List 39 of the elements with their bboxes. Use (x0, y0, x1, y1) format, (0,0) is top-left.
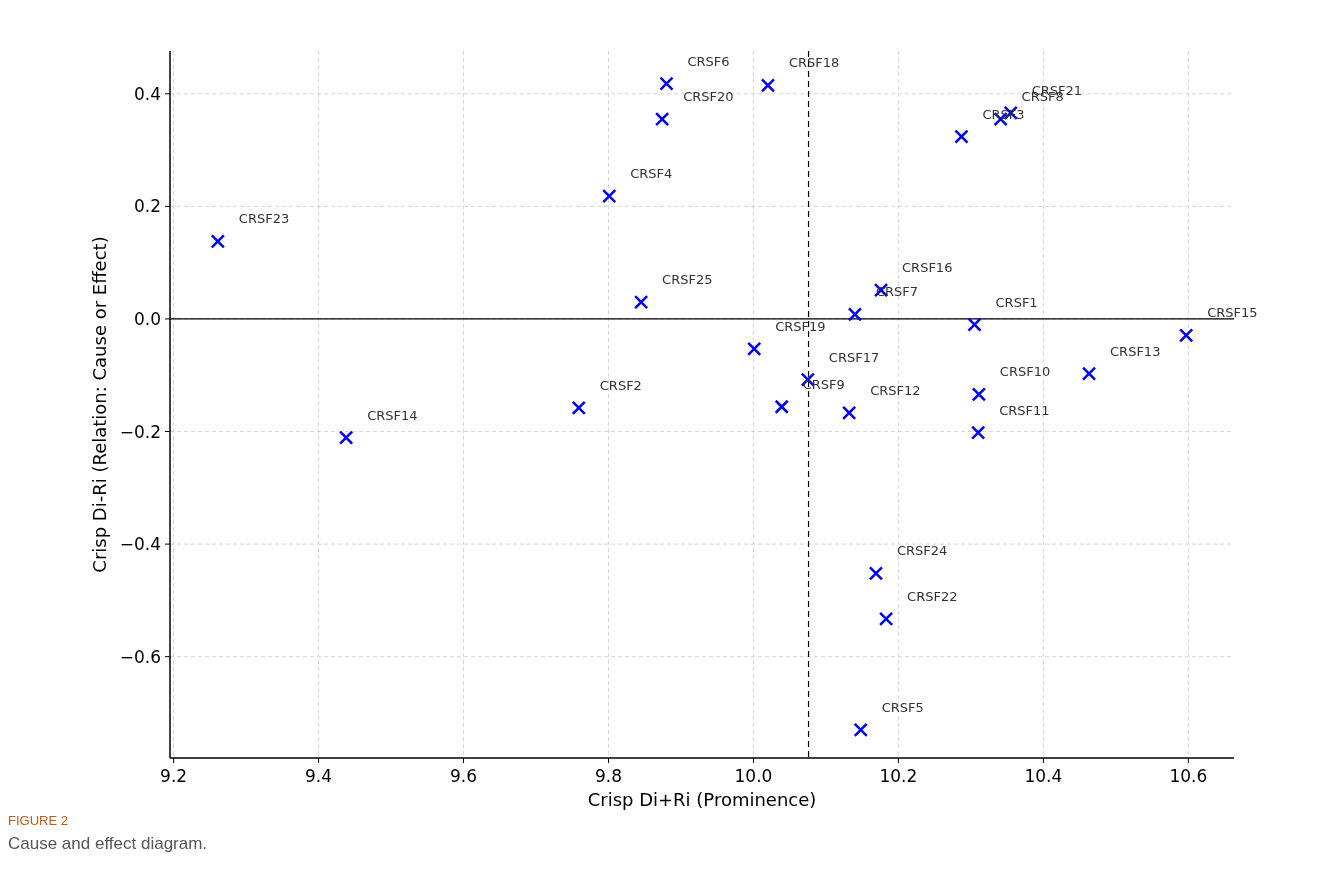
x-tick-label: 10.0 (734, 766, 773, 786)
annotation: CRSF6 (687, 53, 730, 69)
annotation: CRSF11 (999, 402, 1050, 418)
y-tick-label: −0.6 (119, 646, 161, 667)
annotation: CRSF13 (1110, 343, 1161, 359)
y-tick-label: −0.2 (119, 421, 161, 442)
x-tick-label: 10.4 (1024, 766, 1063, 786)
annotation: CRSF24 (896, 543, 948, 559)
annotation: CRSF18 (788, 55, 840, 71)
annotation: CRSF16 (902, 260, 953, 276)
annotation: CRSF23 (238, 211, 290, 227)
annotation: CRSF20 (683, 89, 734, 105)
x-tick-label: 9.4 (305, 766, 333, 786)
y-axis-title: Crisp Di-Ri (Relation: Cause or Effect) (89, 236, 110, 573)
annotation: CRSF17 (828, 349, 880, 365)
y-tick-label: 0.4 (133, 83, 161, 104)
annotation: CRSF12 (870, 382, 921, 398)
y-tick-label: −0.4 (119, 534, 161, 555)
annotation: CRSF4 (630, 166, 673, 182)
annotation: CRSF19 (775, 318, 826, 334)
annotation: CRSF5 (881, 699, 924, 715)
annotation: CRSF25 (662, 272, 713, 288)
text: Cause and effect diagram. (8, 834, 208, 853)
annotation: CRSF15 (1207, 305, 1258, 321)
x-tick-label: 9.2 (160, 766, 188, 786)
annotation: CRSF22 (907, 588, 958, 604)
annotation: CRSF10 (999, 364, 1051, 380)
annotation: CRSF2 (599, 377, 642, 393)
y-tick-label: 0.2 (133, 196, 161, 217)
x-axis-title: Crisp Di+Ri (Prominence) (587, 789, 817, 810)
x-tick-label: 9.8 (594, 766, 623, 786)
annotation: CRSF9 (802, 376, 845, 392)
y-tick-label: 0.0 (133, 308, 161, 329)
x-tick-label: 9.6 (450, 766, 478, 786)
annotation: CRSF14 (367, 407, 418, 423)
x-tick-label: 10.2 (879, 766, 918, 786)
caption: FIGURE 2 (8, 813, 68, 828)
annotation: CRSF1 (995, 294, 1038, 310)
x-tick-label: 10.6 (1169, 766, 1208, 786)
